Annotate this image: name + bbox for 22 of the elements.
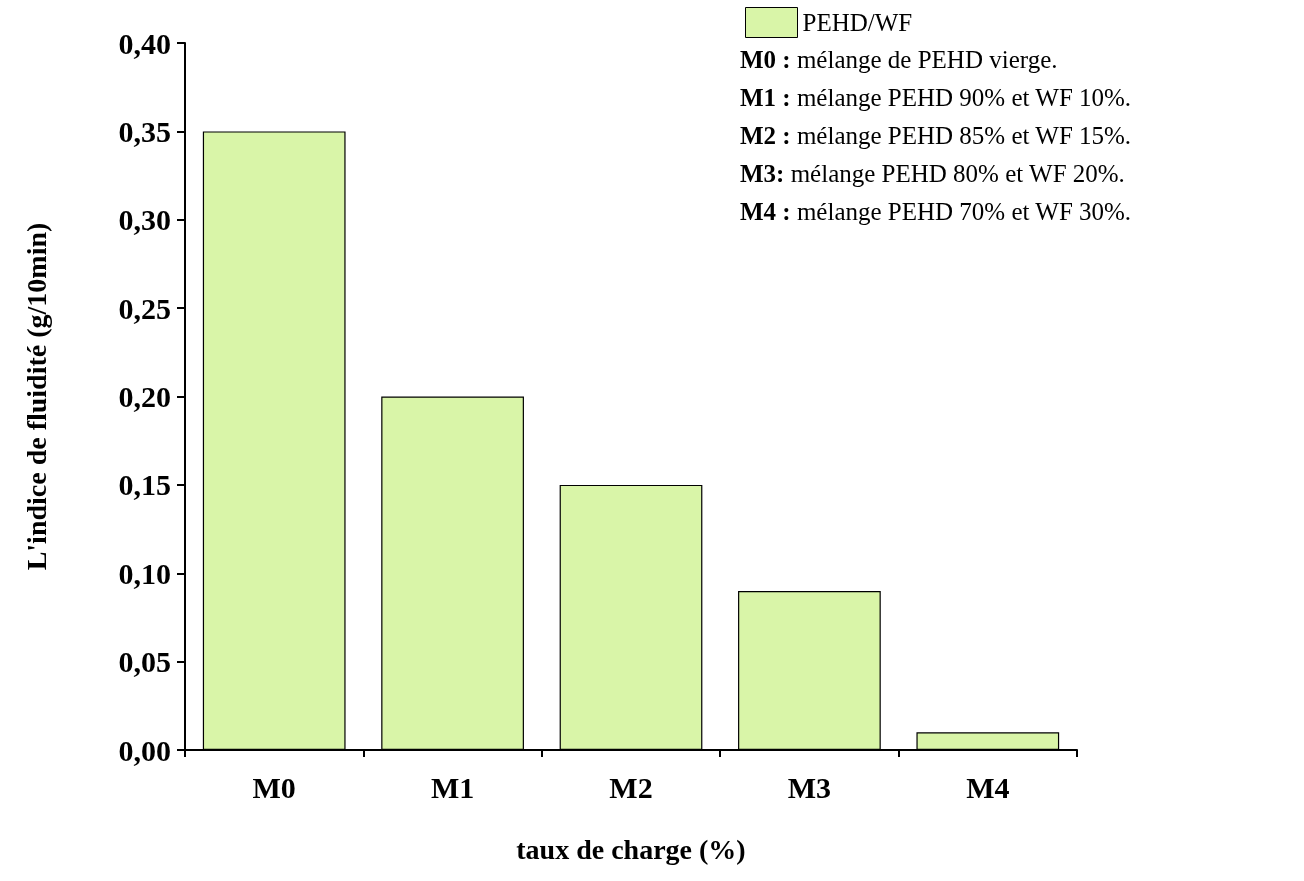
x-tick-label: M0 <box>252 770 296 804</box>
x-tick-label: M4 <box>966 770 1010 804</box>
y-tick-label: 0,30 <box>118 203 171 237</box>
y-tick-label: 0,10 <box>118 556 171 590</box>
x-tick-label: M3 <box>787 770 832 804</box>
y-tick-label: 0,05 <box>118 645 171 679</box>
annotation: M0 : mélange de PEHD vierge. <box>740 46 1058 73</box>
y-tick-label: 0,25 <box>118 291 171 325</box>
x-tick-label: M1 <box>430 770 475 804</box>
annotation: M3: mélange PEHD 80% et WF 20%. <box>740 160 1125 187</box>
y-tick-label: 0,20 <box>118 380 171 413</box>
y-tick-label: 0,35 <box>118 114 171 148</box>
y-tick-label: 0,00 <box>118 733 171 767</box>
x-tick-label: M2 <box>609 770 653 804</box>
y-tick-label: 0,40 <box>118 26 171 60</box>
annotation: M2 : mélange PEHD 85% et WF 15%. <box>740 122 1132 149</box>
x-axis-title: taux de charge (%) <box>516 833 746 865</box>
y-axis-title: L'indice de fluidité (g/10min) <box>20 222 52 571</box>
y-tick-label: 0,15 <box>118 468 171 502</box>
annotation: M1 : mélange PEHD 90% et WF 10%. <box>740 84 1132 111</box>
legend-label: PEHD/WF <box>802 9 913 36</box>
annotation: M4 : mélange PEHD 70% et WF 30%. <box>740 198 1132 225</box>
